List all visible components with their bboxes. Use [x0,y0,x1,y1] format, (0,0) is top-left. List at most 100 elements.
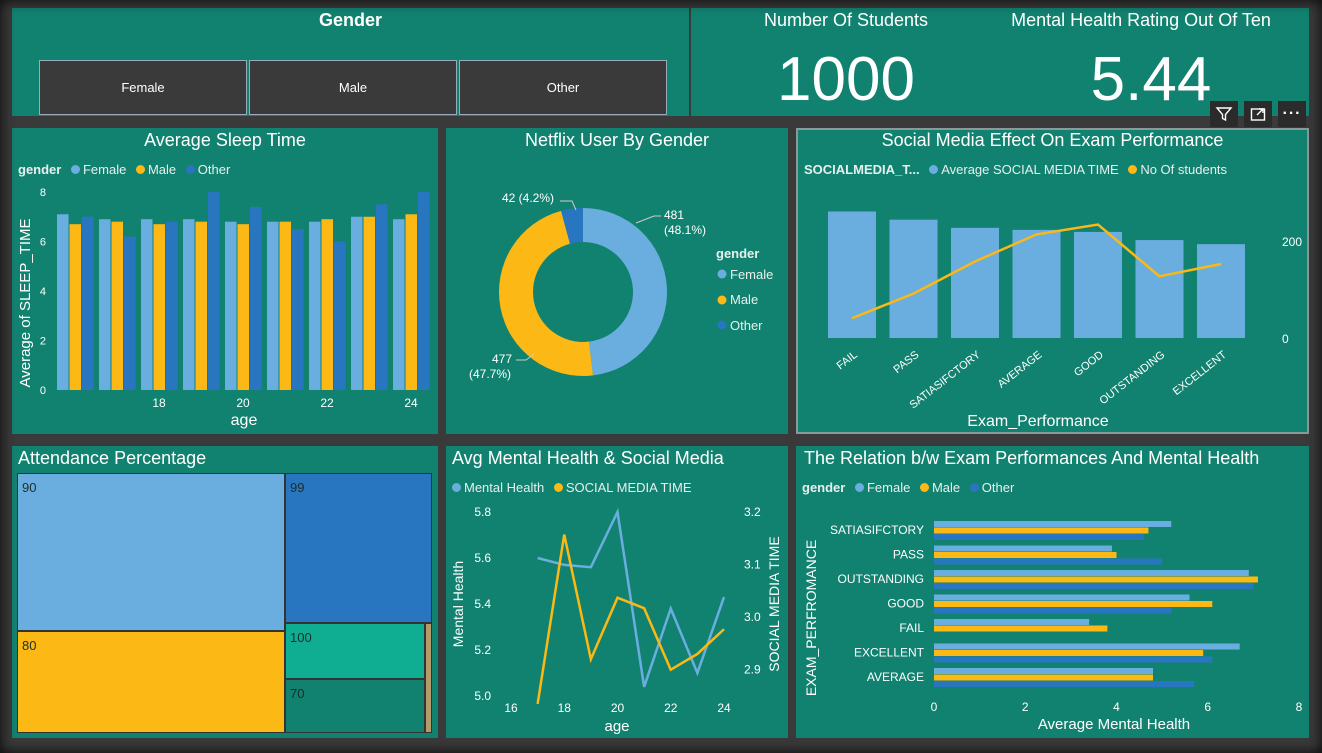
sleep-bar-female-23[interactable] [351,216,363,390]
sleep-chart-ylabel: Average of SLEEP_TIME [17,219,34,388]
sleep-bar-male-21[interactable] [279,221,292,390]
relation-chart-panel[interactable]: The Relation b/w Exam Performances And M… [796,446,1309,738]
sleep-bar-male-16[interactable] [69,224,82,390]
sleep-bar-other-18[interactable] [166,221,178,390]
sleep-bar-male-22[interactable] [321,219,334,390]
relation-bar-other-satiasifctory[interactable] [934,534,1144,540]
sleep-bar-female-18[interactable] [141,219,153,390]
sleep-bar-male-23[interactable] [363,216,376,390]
avgmental-xlabel: age [604,718,629,735]
relation-bar-male-satiasifctory[interactable] [934,527,1149,534]
relation-bar-female-good[interactable] [934,594,1190,601]
relation-bar-male-good[interactable] [934,601,1213,607]
social-bar-pass[interactable] [889,219,938,338]
relation-bar-other-outstanding[interactable] [934,583,1254,589]
relation-bar-male-average[interactable] [934,674,1153,681]
sleep-bar-male-17[interactable] [111,221,124,390]
treemap-tile-80[interactable]: 80 [17,631,285,733]
relation-xtick: 0 [931,700,938,714]
relation-bar-female-outstanding[interactable] [934,570,1249,576]
sleep-bar-male-19[interactable] [195,221,208,390]
attendance-chart-panel[interactable]: Attendance Percentage 90 80 99 100 70 [12,446,438,738]
avgmental-chart-panel[interactable]: Avg Mental Health & Social Media Mental … [446,446,788,738]
sleep-bar-other-19[interactable] [208,192,220,390]
sleep-bar-other-23[interactable] [376,204,388,390]
relation-legend-title: gender [802,480,846,495]
relation-bar-female-fail[interactable] [934,619,1090,625]
sleep-bar-other-22[interactable] [334,241,346,391]
sleep-bar-male-24[interactable] [405,214,418,390]
filter-icon[interactable] [1210,101,1238,127]
relation-bar-male-excellent[interactable] [934,650,1204,656]
sleep-xtick: 24 [404,396,418,410]
netflix-chart-title: Netflix User By Gender [524,130,710,150]
slicer-option-other[interactable]: Other [459,60,667,115]
donut-legend-female: Female [730,267,773,282]
relation-bar-male-pass[interactable] [934,552,1117,558]
social-chart-panel[interactable]: Social Media Effect On Exam Performance … [796,128,1309,434]
donut-legend-dot-male [717,295,727,305]
sleep-bar-other-21[interactable] [292,229,304,390]
treemap-tile-small[interactable] [425,623,432,733]
donut-slice-other[interactable] [561,208,583,244]
sleep-bar-female-22[interactable] [309,221,321,390]
sleep-bar-female-16[interactable] [57,214,69,390]
more-options-icon[interactable]: ··· [1278,101,1306,127]
social-bar-excellent[interactable] [1197,244,1245,338]
relation-bar-male-fail[interactable] [934,625,1108,632]
focus-mode-icon[interactable] [1244,101,1272,127]
sleep-bar-male-20[interactable] [237,224,250,390]
slicer-option-female[interactable]: Female [39,60,247,115]
sleep-chart-legend: gender Female Male Other [18,162,230,177]
relation-bar-female-satiasifctory[interactable] [934,521,1172,527]
mental-card-label: Mental Health Rating Out Of Ten [1011,10,1271,30]
treemap-tile-100[interactable]: 100 [285,623,425,679]
social-bar-satiasifctory[interactable] [951,227,999,338]
relation-bar-other-pass[interactable] [934,558,1163,565]
social-bar-good[interactable] [1074,231,1122,338]
donut-slice-female[interactable] [583,208,668,376]
donut-legend-male: Male [730,292,758,307]
netflix-chart-panel[interactable]: Netflix User By Gender 42 (4.2%) 481 (48… [446,128,788,434]
social-bar-fail[interactable] [828,211,876,338]
sleep-bar-other-17[interactable] [124,236,136,390]
social-legend-dot-line [1128,165,1138,174]
legend-title: gender [18,162,62,177]
treemap-tile-70[interactable]: 70 [285,679,425,733]
slicer-option-male[interactable]: Male [249,60,457,115]
sleep-bar-female-19[interactable] [183,219,195,390]
donut-label-male-pct: (47.7%) [469,367,511,381]
treemap-tile-90[interactable]: 90 [17,473,285,631]
treemap-tile-99[interactable]: 99 [285,473,432,623]
relation-bar-other-good[interactable] [934,607,1172,614]
sleep-bar-female-21[interactable] [267,221,279,390]
social-xtick: GOOD [1072,349,1106,379]
social-ytick-0: 0 [1282,332,1289,346]
relation-bar-other-average[interactable] [934,681,1195,687]
sleep-chart-title: Average Sleep Time [144,130,306,150]
sleep-bar-female-20[interactable] [225,221,237,390]
social-bar-outstanding[interactable] [1135,240,1184,338]
more-options-label: ··· [1282,105,1302,122]
sleep-bar-other-20[interactable] [250,206,262,390]
social-ytick-200: 200 [1282,235,1302,249]
donut-slice-male[interactable] [498,210,594,376]
social-bar-average[interactable] [1012,229,1061,338]
relation-bar-female-average[interactable] [934,668,1153,674]
relation-bar-male-outstanding[interactable] [934,576,1258,583]
relation-bar-female-excellent[interactable] [934,643,1240,650]
sleep-bar-male-18[interactable] [153,224,166,390]
avgmental-chart-plot: 5.8 5.6 5.4 5.2 5.0 3.2 3.1 3.0 2.9 16 18 20 22 24 Me… [450,505,782,735]
relation-xtick: 4 [1113,700,1120,714]
sleep-bar-other-24[interactable] [418,192,430,390]
kpi-cards-panel: Number Of Students 1000 Mental Health Ra… [691,8,1309,116]
sleep-chart-panel[interactable]: Average Sleep Time gender Female Male Ot… [12,128,438,434]
sleep-bar-other-16[interactable] [82,216,94,390]
social-xtick: EXCELLENT [1171,349,1229,398]
donut-callout-female [635,215,661,224]
relation-bar-other-excellent[interactable] [934,656,1213,663]
relation-bar-female-pass[interactable] [934,545,1112,552]
sleep-bar-female-17[interactable] [99,219,111,390]
sleep-bar-female-24[interactable] [393,219,405,390]
